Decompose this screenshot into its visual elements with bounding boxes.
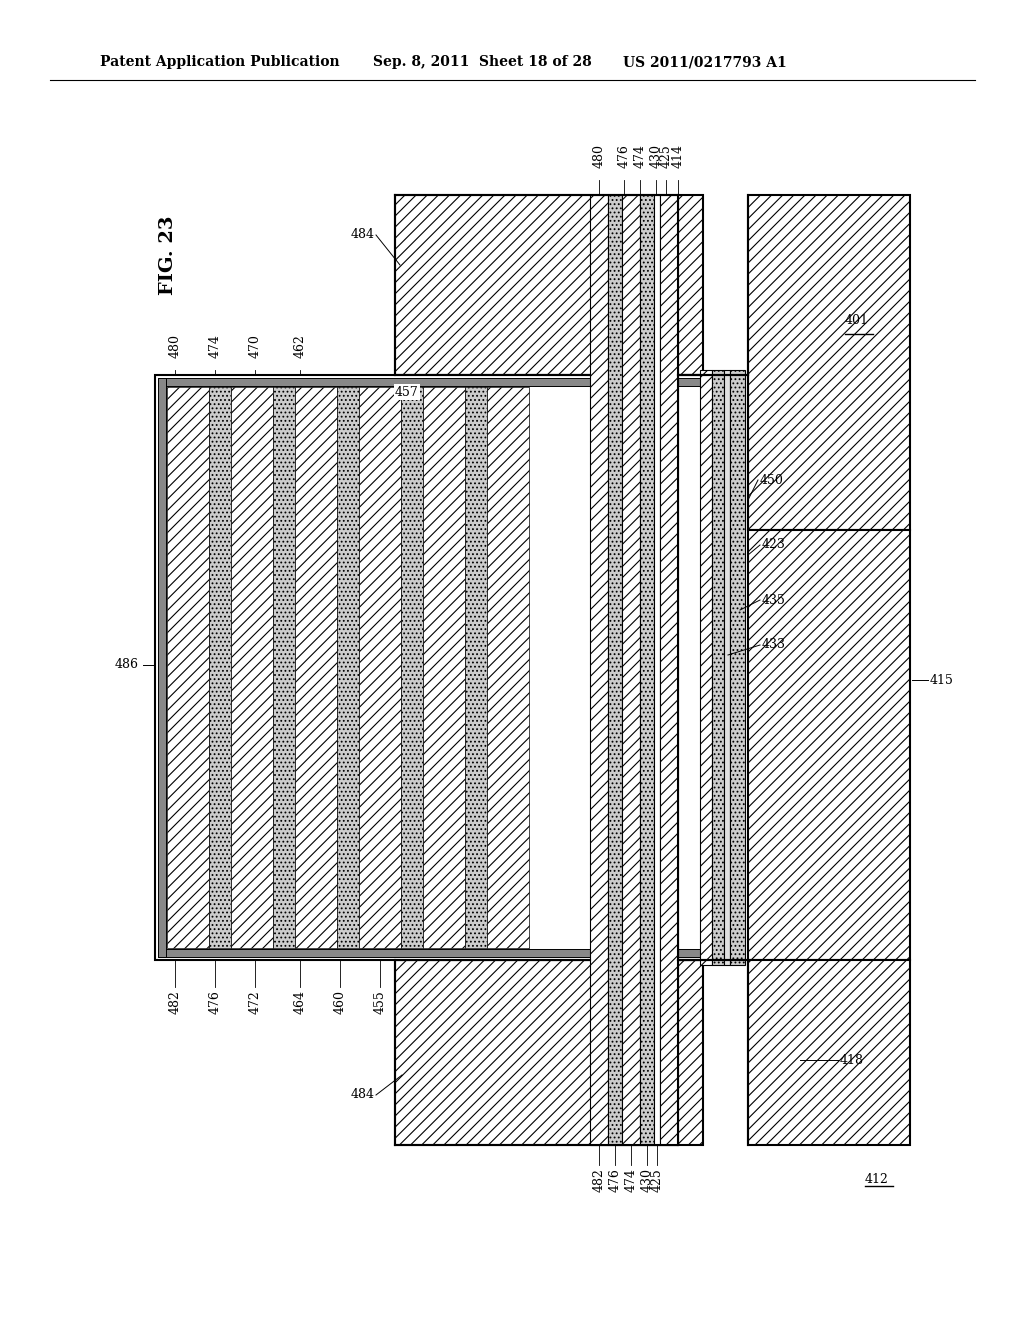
Bar (158, 949, 712, 957)
Bar (155, 375, 715, 960)
Text: 401: 401 (845, 314, 869, 326)
Bar (700, 370, 712, 965)
Text: 450: 450 (760, 474, 784, 487)
Bar (712, 370, 724, 965)
Text: 470: 470 (249, 334, 261, 358)
Text: 435: 435 (762, 594, 785, 606)
Bar (359, 387, 401, 948)
Bar (660, 195, 678, 1144)
Text: 480: 480 (593, 144, 605, 168)
Text: 455: 455 (374, 990, 386, 1014)
Bar (730, 370, 745, 965)
Bar (395, 195, 703, 375)
Bar (401, 387, 423, 948)
Text: 476: 476 (209, 990, 221, 1014)
Bar (748, 960, 910, 1144)
Bar (155, 375, 715, 960)
Bar (487, 387, 529, 948)
Text: 460: 460 (334, 990, 346, 1014)
Bar (748, 195, 910, 531)
Bar (705, 692, 712, 945)
Text: 482: 482 (593, 1168, 605, 1192)
Bar (209, 387, 231, 948)
Bar (705, 378, 712, 640)
Bar (273, 387, 295, 948)
Text: 474: 474 (634, 144, 646, 168)
Text: 423: 423 (762, 539, 785, 552)
Text: FIG. 23: FIG. 23 (159, 215, 177, 294)
Text: 482: 482 (169, 990, 181, 1014)
Bar (608, 195, 622, 1144)
Text: 476: 476 (617, 144, 631, 168)
Text: Sheet 18 of 28: Sheet 18 of 28 (479, 55, 592, 69)
Bar (231, 387, 273, 948)
Bar (622, 195, 640, 1144)
Text: 425: 425 (650, 1168, 664, 1192)
Text: 484: 484 (351, 1089, 375, 1101)
Text: 480: 480 (169, 334, 181, 358)
Bar (158, 378, 166, 957)
Bar (590, 195, 608, 1144)
Text: 418: 418 (840, 1053, 864, 1067)
Text: 415: 415 (930, 673, 954, 686)
Bar (640, 195, 654, 1144)
Text: 486: 486 (115, 659, 139, 672)
Bar (654, 195, 660, 1144)
Bar (465, 387, 487, 948)
Text: Patent Application Publication: Patent Application Publication (100, 55, 340, 69)
Text: 472: 472 (249, 990, 261, 1014)
Text: 464: 464 (294, 990, 306, 1014)
Text: 430: 430 (649, 144, 663, 168)
Bar (423, 387, 465, 948)
Bar (295, 387, 337, 948)
Text: 433: 433 (762, 639, 786, 652)
Bar (395, 960, 703, 1144)
Text: 457: 457 (395, 385, 419, 399)
Text: 484: 484 (351, 228, 375, 242)
Text: 462: 462 (294, 334, 306, 358)
Text: US 2011/0217793 A1: US 2011/0217793 A1 (623, 55, 786, 69)
Text: 430: 430 (640, 1168, 653, 1192)
Bar (337, 387, 359, 948)
Text: 412: 412 (865, 1173, 889, 1185)
Bar (167, 387, 209, 948)
Text: 474: 474 (209, 334, 221, 358)
Text: 476: 476 (608, 1168, 622, 1192)
Bar (748, 531, 910, 960)
Text: 414: 414 (672, 144, 684, 168)
Bar (158, 378, 712, 385)
Text: 425: 425 (659, 144, 673, 168)
Bar (724, 370, 730, 965)
Text: Sep. 8, 2011: Sep. 8, 2011 (373, 55, 469, 69)
Text: 474: 474 (625, 1168, 638, 1192)
